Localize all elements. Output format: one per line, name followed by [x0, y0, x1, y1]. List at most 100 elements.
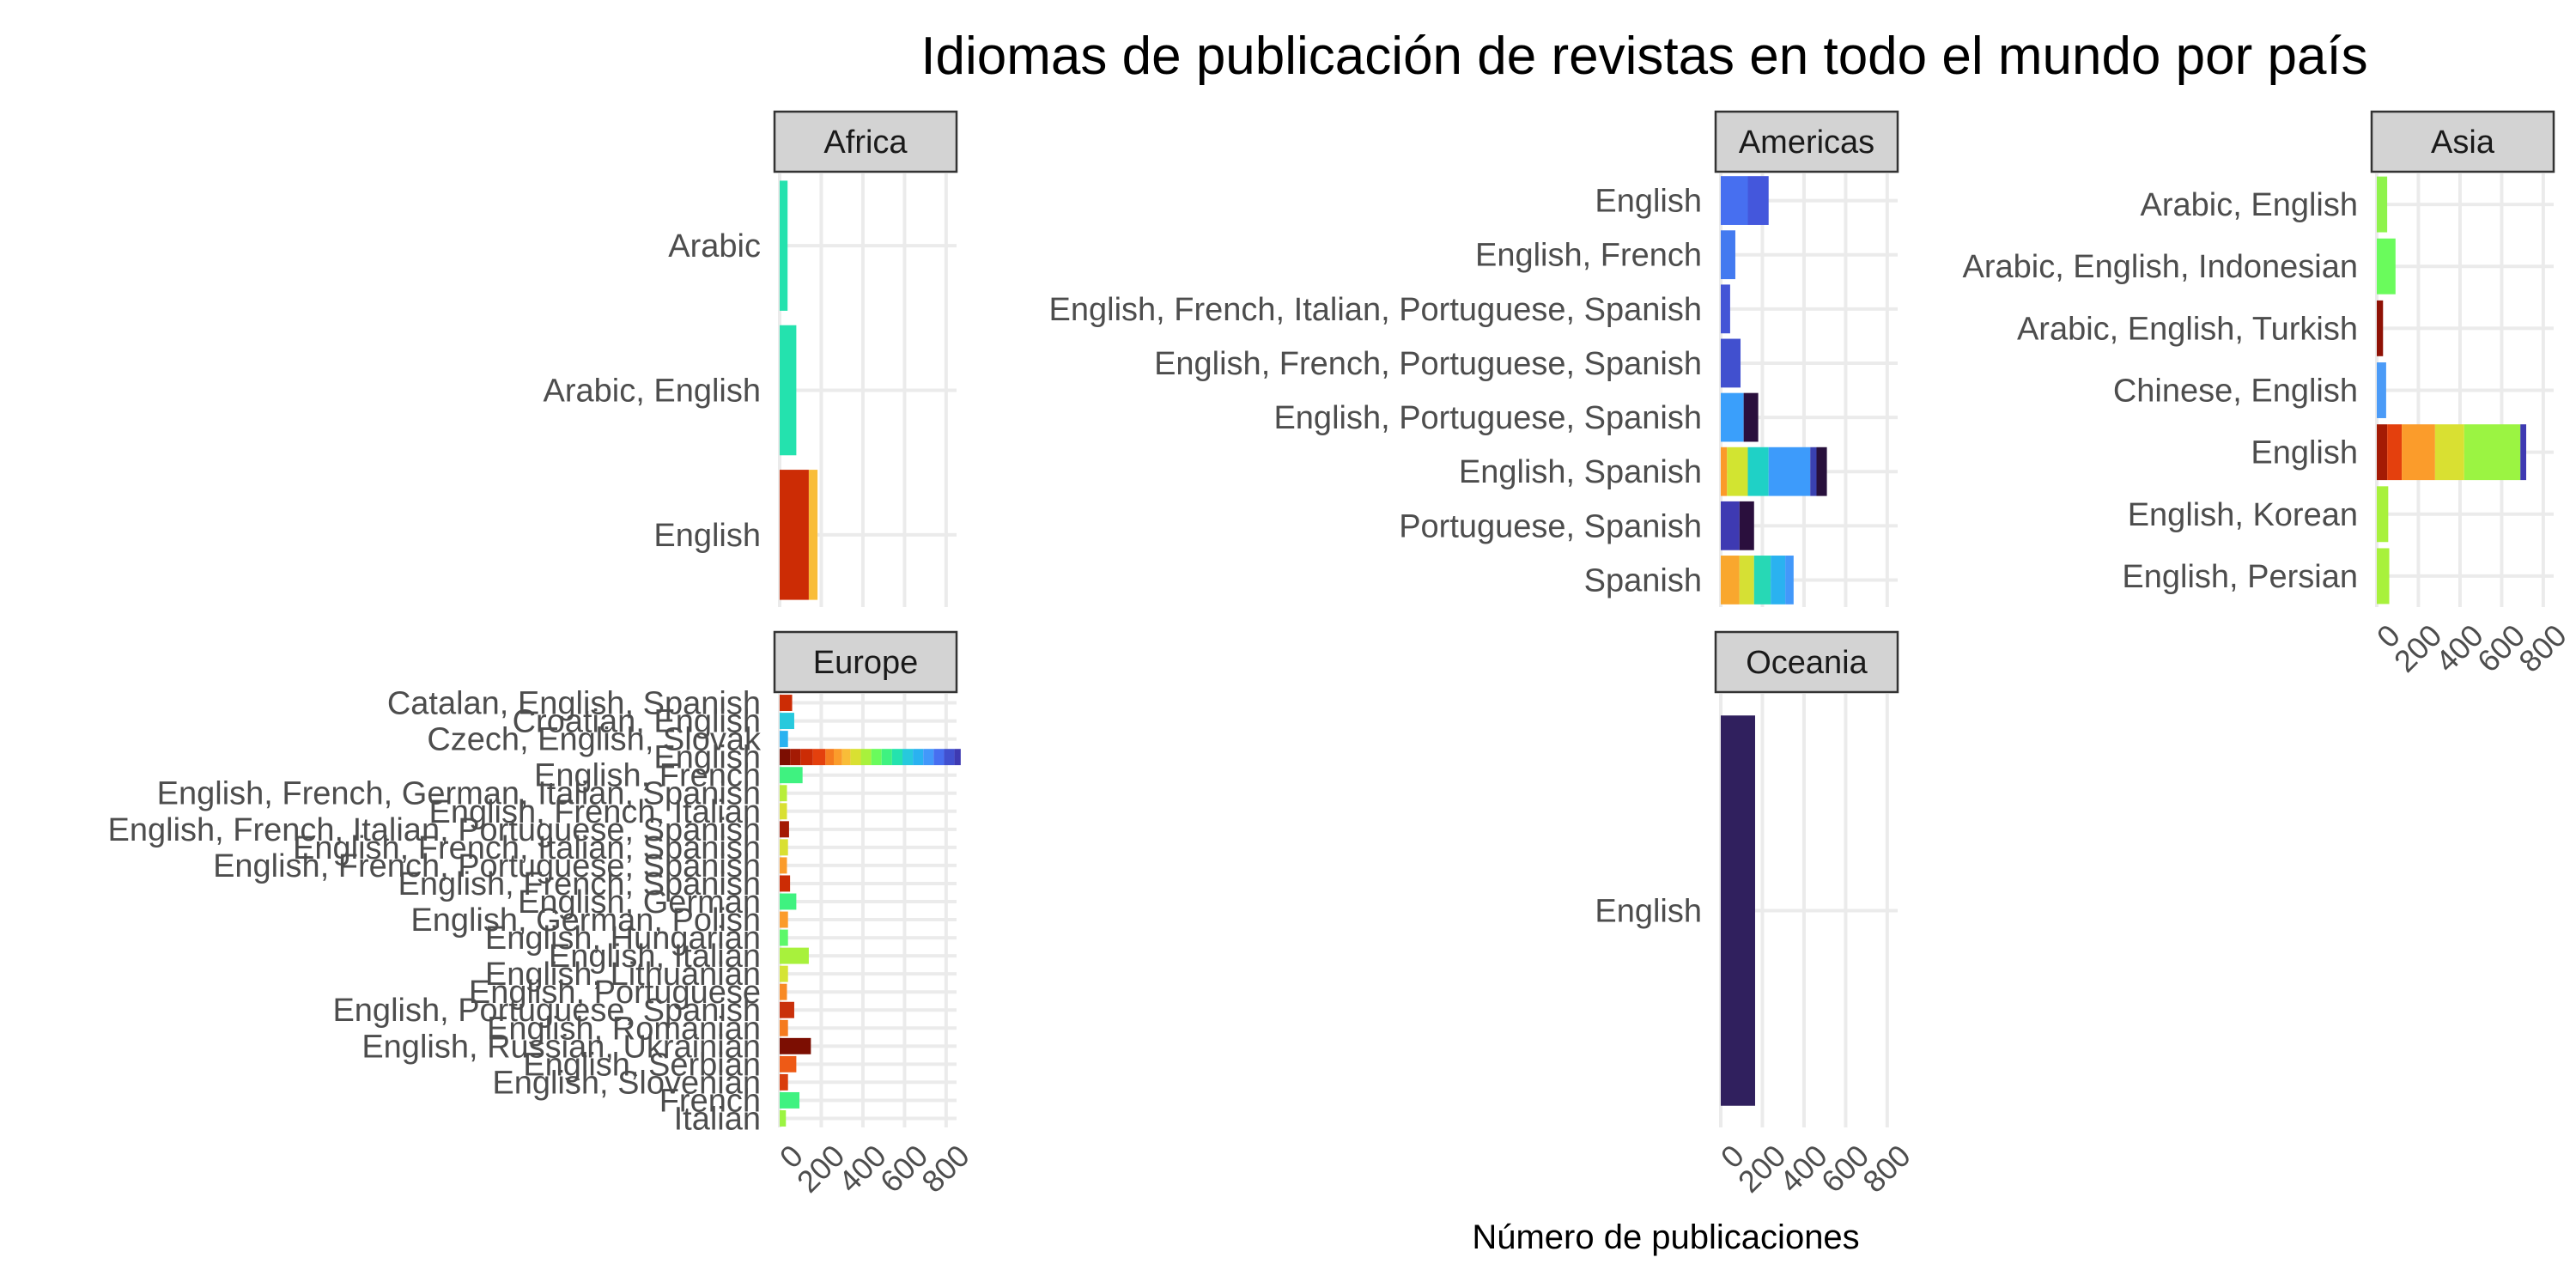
x-tick-label-asia-4: 800 [2512, 617, 2573, 678]
y-tick-label-europe-3: English, Serbian [523, 1047, 761, 1083]
facet-strip-label-americas: Americas [1739, 125, 1874, 161]
bar-americas-1-segment-1 [1739, 501, 1754, 550]
x-tick-label-oceania-4: 800 [1856, 1138, 1917, 1199]
bar-europe-20-segment-0 [780, 749, 791, 766]
bar-europe-7-segment-0 [780, 983, 787, 1000]
facet-asia: Asia English, Persian English, Korean Engli… [1962, 110, 2573, 679]
bar-asia-3-segment-0 [2377, 362, 2386, 418]
bar-europe-20-segment-4 [825, 749, 835, 766]
bar-europe-23-segment-0 [780, 695, 793, 711]
y-tick-label-asia-6: Arabic, English [2141, 187, 2358, 223]
bar-europe-10-segment-0 [780, 929, 788, 946]
bar-americas-0-segment-2 [1753, 556, 1771, 605]
y-tick-label-americas-2: English, Spanish [1459, 454, 1702, 490]
bar-europe-21-segment-0 [780, 731, 788, 748]
bar-europe-20-segment-7 [850, 749, 861, 766]
bar-europe-20-segment-2 [800, 749, 813, 766]
facet-strip-americas [1714, 110, 1899, 173]
y-tick-label-asia-1: English, Korean [2128, 497, 2358, 533]
bar-europe-17-segment-0 [780, 803, 787, 820]
facet-africa: Africa English Arabic, English Arabic [544, 110, 958, 607]
y-tick-label-asia-2: English [2251, 435, 2358, 471]
y-tick-label-europe-23: Catalan, English, Spanish [387, 686, 761, 722]
bar-americas-6-segment-0 [1721, 230, 1735, 280]
bar-europe-9-segment-0 [780, 947, 809, 964]
y-tick-label-europe-18: English, French, German, Italian, Spanis… [157, 776, 761, 812]
bar-oceania-0-segment-0 [1721, 715, 1755, 1106]
y-tick-label-europe-14: English, French, Portuguese, Spanish [213, 848, 761, 884]
bar-europe-20-segment-1 [790, 749, 801, 766]
bar-europe-20-segment-14 [923, 749, 934, 766]
facet-strip-label-oceania: Oceania [1746, 645, 1868, 681]
bar-americas-2-segment-3 [1768, 447, 1811, 496]
y-tick-label-europe-5: English, Romanian [487, 1011, 761, 1047]
bar-europe-16-segment-0 [780, 821, 789, 838]
y-tick-label-europe-2: English, Slovenian [492, 1065, 761, 1101]
y-tick-label-europe-4: English, Russian, Ukrainian [361, 1029, 761, 1065]
facet-strip-label-europe: Europe [813, 645, 919, 681]
y-tick-label-europe-1: French [659, 1083, 761, 1119]
bar-americas-3-segment-1 [1743, 392, 1759, 442]
bar-americas-0-segment-4 [1785, 556, 1794, 605]
y-tick-label-africa-0: English [653, 518, 761, 554]
facet-strip-oceania [1714, 630, 1899, 694]
bar-asia-1-segment-0 [2377, 486, 2389, 543]
bar-europe-20-segment-17 [954, 749, 961, 766]
y-tick-label-europe-16: English, French, Italian, Portuguese, Sp… [108, 812, 761, 848]
bar-americas-4-segment-0 [1721, 338, 1741, 388]
facet-strip-label-asia: Asia [2431, 125, 2495, 161]
bar-africa-2-segment-0 [780, 180, 788, 311]
y-tick-label-asia-4: Arabic, English, Turkish [2017, 311, 2358, 347]
y-tick-label-europe-13: English, French, Spanish [398, 866, 761, 902]
bar-europe-8-segment-0 [780, 965, 788, 982]
bar-europe-1-segment-0 [780, 1091, 800, 1109]
y-tick-label-europe-17: English, French, Italian [428, 794, 761, 830]
y-tick-label-europe-9: English, Italian [549, 939, 761, 975]
bar-americas-2-segment-4 [1810, 447, 1817, 496]
y-tick-label-europe-12: English, German [518, 884, 761, 920]
facet-panels: Africa English Arabic, English Arabic Americ… [108, 110, 2573, 1200]
y-tick-label-americas-3: English, Portuguese, Spanish [1273, 400, 1702, 436]
bar-europe-11-segment-0 [780, 911, 788, 928]
y-tick-label-americas-0: Spanish [1584, 562, 1702, 598]
bar-asia-2-segment-5 [2520, 424, 2527, 481]
bar-asia-2-segment-2 [2402, 424, 2435, 481]
bar-asia-4-segment-0 [2377, 300, 2384, 356]
chart-title: Idiomas de publicación de revistas en to… [920, 27, 2367, 86]
y-tick-label-africa-1: Arabic, English [544, 374, 761, 410]
bar-europe-20-segment-15 [933, 749, 945, 766]
bar-asia-5-segment-0 [2377, 238, 2396, 295]
y-tick-label-americas-5: English, French, Italian, Portuguese, Sp… [1049, 292, 1702, 328]
bar-americas-2-segment-5 [1816, 447, 1827, 496]
bar-europe-12-segment-0 [780, 893, 797, 910]
bar-africa-0-segment-0 [780, 470, 809, 600]
bar-europe-20-segment-10 [881, 749, 892, 766]
bar-europe-3-segment-0 [780, 1055, 797, 1072]
bar-europe-15-segment-0 [780, 839, 788, 856]
facet-strip-label-africa: Africa [823, 125, 908, 161]
bar-americas-7-segment-1 [1747, 176, 1769, 225]
bar-europe-2-segment-0 [780, 1073, 788, 1091]
facet-strip-africa [773, 110, 958, 173]
bar-americas-2-segment-2 [1747, 447, 1769, 496]
y-tick-label-oceania-0: English [1595, 894, 1702, 930]
y-tick-label-europe-6: English, Portuguese, Spanish [332, 993, 761, 1029]
y-tick-label-americas-7: English [1595, 184, 1702, 220]
y-tick-label-europe-22: Croatian, English [513, 704, 761, 740]
facet-strip-asia [2370, 110, 2555, 173]
y-tick-label-europe-8: English, Lithuanian [485, 957, 761, 993]
bar-asia-2-segment-0 [2377, 424, 2388, 481]
y-tick-label-europe-19: English, French [534, 758, 761, 794]
bar-americas-1-segment-0 [1721, 501, 1740, 550]
bar-europe-20-segment-16 [944, 749, 955, 766]
bar-asia-6-segment-0 [2377, 176, 2388, 233]
y-tick-label-asia-3: Chinese, English [2113, 374, 2358, 410]
y-tick-label-europe-20: English [653, 740, 761, 776]
bar-asia-2-segment-3 [2434, 424, 2464, 481]
y-tick-label-europe-15: English, French, Italian, Spanish [293, 830, 761, 866]
bar-europe-13-segment-0 [780, 875, 791, 892]
bar-americas-2-segment-1 [1727, 447, 1748, 496]
bar-asia-2-segment-4 [2464, 424, 2521, 481]
bar-europe-19-segment-0 [780, 767, 803, 784]
